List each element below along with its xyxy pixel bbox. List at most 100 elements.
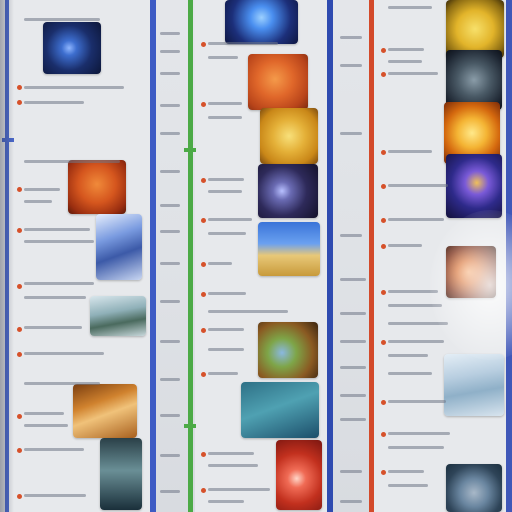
label-marker [381,72,386,77]
timeline-line-blue [150,0,156,512]
illegible-label-text [340,278,366,281]
image-tile [68,160,126,214]
label-marker [201,452,206,457]
illegible-label-text [208,488,270,491]
illegible-label-text [208,464,258,467]
illegible-label-text [208,218,252,221]
label-marker [201,42,206,47]
illegible-label-text [208,178,244,181]
illegible-label-text [160,132,180,135]
illegible-label-text [340,312,366,315]
label-marker [381,432,386,437]
label-marker [17,494,22,499]
label-marker [201,292,206,297]
illegible-label-text [388,400,446,403]
illegible-label-text [208,232,246,235]
label-marker [201,372,206,377]
illegible-label-text [208,116,242,119]
illegible-label-text [24,494,86,497]
label-marker [201,102,206,107]
label-marker [17,284,22,289]
image-tile [73,384,137,438]
image-tile [444,354,504,416]
illegible-label-text [340,366,366,369]
illegible-label-text [24,424,68,427]
image-tile [258,322,318,378]
illegible-label-text [388,60,422,63]
illegible-label-text [160,170,180,173]
illegible-label-text [160,230,180,233]
illegible-label-text [388,72,438,75]
label-marker [201,262,206,267]
label-marker [17,327,22,332]
image-tile [260,108,318,164]
label-marker [201,328,206,333]
timeline-line-green [188,0,193,512]
illegible-label-text [208,310,288,313]
illegible-label-text [160,490,180,493]
illegible-label-text [160,340,180,343]
illegible-label-text [208,348,244,351]
illegible-label-text [340,418,366,421]
illegible-label-text [160,300,180,303]
illegible-label-text [24,86,124,89]
timeline-line-navy [327,0,333,512]
illegible-label-text [208,56,238,59]
illegible-label-text [388,6,432,9]
image-tile [96,214,142,280]
illegible-label-text [340,500,362,503]
image-tile [225,0,298,44]
illegible-label-text [160,378,180,381]
illegible-label-text [208,500,244,503]
illegible-label-text [388,218,444,221]
image-tile [258,222,320,276]
illegible-label-text [340,132,362,135]
illegible-label-text [160,414,180,417]
illegible-label-text [24,188,60,191]
illegible-label-text [388,340,444,343]
image-tile [446,464,502,512]
label-marker [381,290,386,295]
image-tile [241,382,319,438]
illegible-label-text [340,64,362,67]
illegible-label-text [160,262,180,265]
label-marker [201,488,206,493]
label-marker [17,352,22,357]
illegible-label-text [24,448,84,451]
timeline-wiggle [184,424,196,428]
image-tile [446,154,502,218]
illegible-label-text [388,354,428,357]
illegible-label-text [160,204,180,207]
illegible-label-text [388,290,438,293]
image-tile [90,296,146,336]
illegible-label-text [160,454,180,457]
label-marker [381,244,386,249]
illegible-label-text [208,262,232,265]
label-marker [381,184,386,189]
illegible-label-text [24,200,52,203]
image-tile [43,22,101,74]
illegible-label-text [160,104,180,107]
image-tile [258,164,318,218]
illegible-label-text [24,352,104,355]
label-marker [17,414,22,419]
label-marker [17,85,22,90]
image-tile [446,50,502,110]
edge-shadow [0,0,14,512]
label-marker [381,150,386,155]
illegible-label-text [388,432,450,435]
label-marker [381,400,386,405]
timeline-wiggle [2,138,14,142]
illegible-label-text [160,50,180,53]
image-tile [446,0,504,58]
illegible-label-text [24,160,120,163]
illegible-label-text [388,446,444,449]
illegible-label-text [208,190,242,193]
illegible-label-text [388,372,432,375]
label-marker [381,218,386,223]
label-marker [17,228,22,233]
illegible-label-text [388,322,448,325]
illegible-label-text [24,240,94,243]
illegible-label-text [208,328,244,331]
illegible-label-text [24,326,82,329]
